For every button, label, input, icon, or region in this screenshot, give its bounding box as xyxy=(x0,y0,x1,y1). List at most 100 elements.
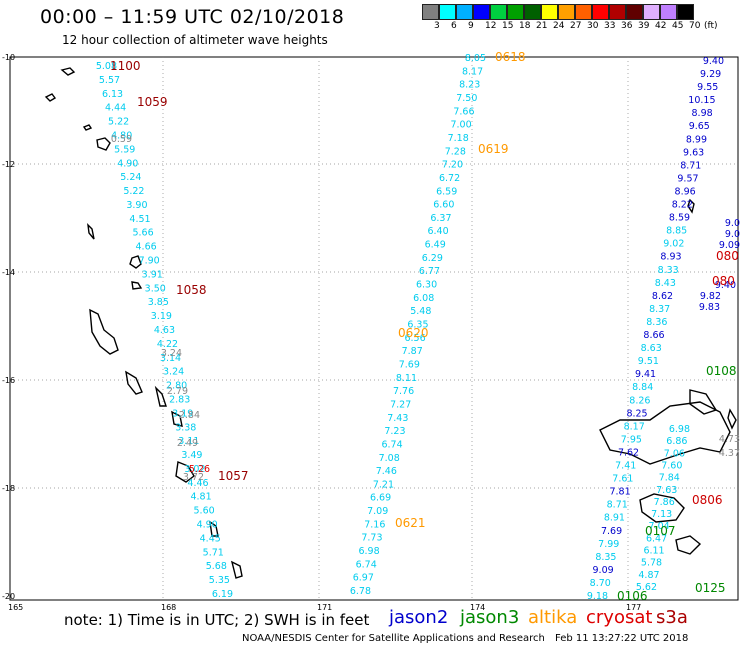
color-swatch xyxy=(490,4,507,20)
lat-label: -10 xyxy=(2,53,15,62)
wave-height-value: 7.62 xyxy=(618,447,639,458)
lon-label: 165 xyxy=(8,603,23,612)
wave-height-value: 8.33 xyxy=(658,265,679,276)
time-label: 0618 xyxy=(495,50,526,64)
time-label: 1100 xyxy=(110,59,141,73)
wave-height-value: 6.78 xyxy=(350,586,371,597)
wave-height-value: 6.19 xyxy=(212,589,233,600)
wave-height-value: 4.22 xyxy=(157,339,178,350)
wave-height-value: 8.93 xyxy=(660,252,681,263)
wave-height-value: 4.66 xyxy=(136,242,157,253)
wave-height-value: 5.71 xyxy=(203,547,224,558)
wave-height-value: 9.65 xyxy=(689,121,710,132)
island-outline xyxy=(171,410,183,427)
wave-height-value: 6.97 xyxy=(353,573,374,584)
color-swatch xyxy=(558,4,575,20)
lon-label: 171 xyxy=(317,603,332,612)
island-outline xyxy=(209,520,219,537)
wave-height-value: 9.29 xyxy=(700,69,721,80)
wave-height-value: 4.44 xyxy=(105,103,126,114)
wave-height-value: 5.22 xyxy=(108,117,129,128)
wave-height-value: 2.80 xyxy=(166,381,187,392)
wave-height-value: 4.81 xyxy=(190,492,211,503)
wave-height-value: 8.26 xyxy=(629,395,650,406)
wave-height-value: 8.22 xyxy=(672,200,693,211)
lon-label: 177 xyxy=(626,603,641,612)
wave-height-value: 6.40 xyxy=(427,226,448,237)
color-scale-label: 24 xyxy=(553,21,565,31)
island-outline xyxy=(87,223,95,240)
wave-height-value: 4.51 xyxy=(129,214,150,225)
wave-height-value: 6.13 xyxy=(102,89,123,100)
wave-height-value: 2.49 xyxy=(177,438,198,449)
wave-height-value: 7.84 xyxy=(659,473,680,484)
wave-height-value: 7.81 xyxy=(609,487,630,498)
wave-height-value: 6.49 xyxy=(425,240,446,251)
lat-label: -14 xyxy=(2,268,15,277)
wave-height-value: 7.73 xyxy=(361,533,382,544)
wave-height-value: 7.08 xyxy=(379,453,400,464)
wave-height-value: 7.16 xyxy=(364,519,385,530)
island-outline xyxy=(687,198,695,214)
island-outline xyxy=(89,308,119,355)
wave-height-value: 7.66 xyxy=(453,106,474,117)
island-outline xyxy=(125,370,143,395)
wave-height-value: 7.63 xyxy=(656,485,677,496)
wave-height-value: 4.45 xyxy=(200,533,221,544)
lon-label: 174 xyxy=(470,603,485,612)
lat-label: -20 xyxy=(2,592,15,601)
wave-height-value: 7.61 xyxy=(612,474,633,485)
color-scale-label: 45 xyxy=(672,21,684,31)
wave-height-value: 3.49 xyxy=(181,450,202,461)
chart-title: 00:00 – 11:59 UTC 02/10/2018 xyxy=(40,6,345,28)
color-swatch xyxy=(473,4,490,20)
wave-height-value: 9.83 xyxy=(699,302,720,313)
wave-height-value: 0.59 xyxy=(111,134,132,145)
wave-height-value: 9.0 xyxy=(725,229,740,240)
wave-height-value: 7.76 xyxy=(393,386,414,397)
color-scale-label: 42 xyxy=(655,21,667,31)
island-outline xyxy=(675,535,702,555)
wave-height-value: 3.19 xyxy=(172,408,193,419)
island-outline xyxy=(44,93,57,102)
wave-height-value: 7.69 xyxy=(399,359,420,370)
time-label: 1057 xyxy=(218,469,249,483)
wave-height-value: 9.41 xyxy=(635,369,656,380)
wave-height-value: 9.09 xyxy=(593,565,614,576)
island-outline xyxy=(82,124,93,131)
wave-height-value: 5.48 xyxy=(410,306,431,317)
wave-height-value: 8.36 xyxy=(646,317,667,328)
wave-height-value: 3.38 xyxy=(175,422,196,433)
color-scale-label: 70 xyxy=(689,21,701,31)
wave-height-value: 6.08 xyxy=(413,293,434,304)
wave-height-value: 7.23 xyxy=(384,426,405,437)
color-swatch xyxy=(643,4,660,20)
wave-height-value: 9.40 xyxy=(703,56,724,67)
color-scale-label: 9 xyxy=(468,21,474,31)
wave-height-value: 3.85 xyxy=(148,297,169,308)
wave-height-value: 8.71 xyxy=(607,500,628,511)
wave-height-value: 4.73 xyxy=(719,434,740,445)
wave-height-value: 5.35 xyxy=(209,575,230,586)
wave-height-value: 6.30 xyxy=(416,280,437,291)
wave-height-value: 5.68 xyxy=(206,561,227,572)
time-label: 080 xyxy=(716,249,739,263)
island-outline xyxy=(599,401,731,465)
wave-height-value: 8.59 xyxy=(669,213,690,224)
wave-height-value: 5.57 xyxy=(99,75,120,86)
satellite-legend-item: cryosat xyxy=(586,607,653,628)
wave-height-value: 9.02 xyxy=(663,239,684,250)
wave-height-value: 7.06 xyxy=(664,448,685,459)
wave-height-value: 6.35 xyxy=(407,320,428,331)
wave-height-value: 6.74 xyxy=(381,439,402,450)
time-label: 080 xyxy=(712,274,735,288)
time-label: 0108 xyxy=(706,364,737,378)
wave-height-value: 3.50 xyxy=(145,283,166,294)
time-label: 0106 xyxy=(617,589,648,603)
wave-height-value: 6.98 xyxy=(669,424,690,435)
wave-height-value: 7.20 xyxy=(442,160,463,171)
wave-height-value: 8.96 xyxy=(675,186,696,197)
wave-height-value: 7.13 xyxy=(651,509,672,520)
wave-height-value: 3.02 xyxy=(184,464,205,475)
